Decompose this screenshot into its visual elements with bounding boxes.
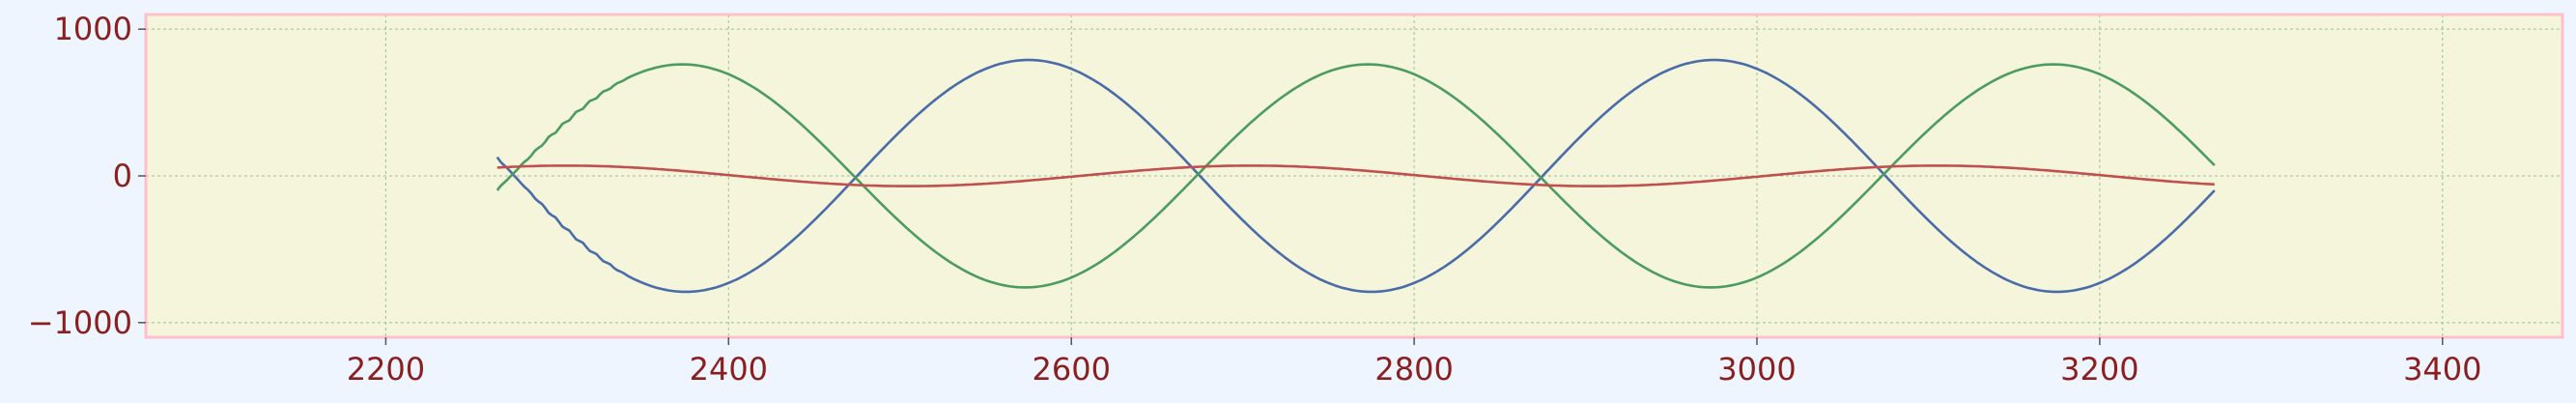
x-tick-label: 2200 — [347, 351, 425, 388]
x-tick-label: 3000 — [1717, 351, 1796, 388]
series-line-1 — [495, 58, 2216, 294]
x-axis: 2200 2400 2600 2800 3000 3200 3400 — [347, 337, 2482, 388]
y-tick-label: 1000 — [54, 11, 132, 47]
x-tick-label: 2800 — [1374, 351, 1453, 388]
x-tick-label: 2600 — [1032, 351, 1110, 388]
x-tick-label: 3200 — [2060, 351, 2138, 388]
x-tick-label: 3400 — [2403, 351, 2481, 388]
series-line-3 — [496, 164, 2215, 187]
x-tick-label: 2400 — [690, 351, 768, 388]
y-tick-label: 0 — [113, 158, 132, 194]
series-group — [495, 58, 2216, 294]
y-axis: −1000 0 1000 — [28, 11, 146, 341]
series-line-2 — [495, 63, 2216, 289]
y-tick-label: −1000 — [28, 304, 132, 341]
